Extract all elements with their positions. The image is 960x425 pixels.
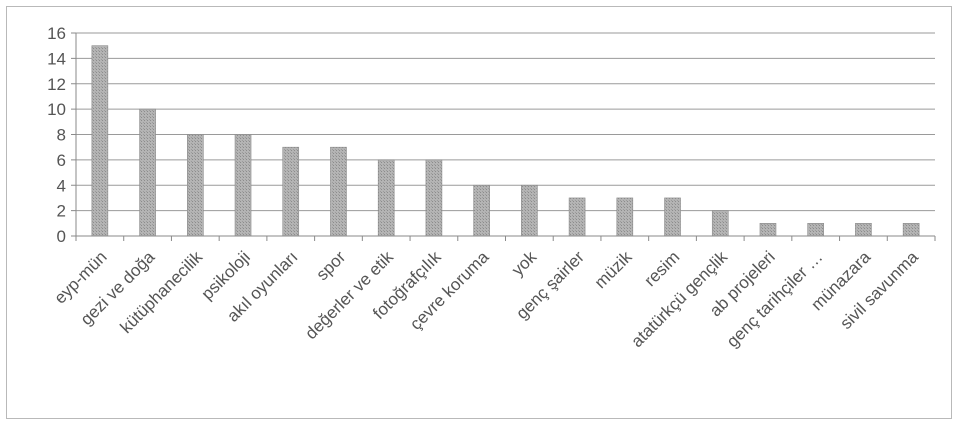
x-category-label: yok: [508, 247, 540, 279]
bar: [807, 223, 824, 237]
bar: [330, 146, 347, 237]
bar: [234, 134, 252, 237]
x-category-label: müzik: [591, 247, 636, 292]
bar: [664, 197, 681, 237]
y-tick-label: 16: [47, 24, 66, 43]
y-tick-label: 10: [47, 100, 66, 119]
bar: [91, 45, 109, 237]
bar: [282, 146, 300, 237]
y-tick-label: 8: [57, 126, 66, 145]
bar: [711, 210, 729, 237]
y-tick-label: 4: [57, 176, 66, 195]
bar: [521, 184, 538, 237]
bar: [139, 108, 156, 237]
bar: [377, 159, 395, 237]
bar: [425, 159, 443, 237]
bar: [616, 197, 634, 237]
y-tick-label: 12: [47, 75, 66, 94]
y-tick-label: 2: [57, 202, 66, 221]
y-axis-tick-labels: 0 2 4 6 8 10 12 14 16: [47, 24, 66, 246]
bar: [187, 134, 204, 237]
bar: [902, 223, 920, 237]
bar: [568, 197, 586, 237]
x-category-label: resim: [641, 247, 684, 290]
axes: [71, 32, 936, 241]
y-tick-label: 6: [57, 151, 66, 170]
y-tick-label: 14: [47, 49, 66, 68]
bar: [759, 223, 777, 237]
y-tick-label: 0: [57, 227, 66, 246]
bars: [91, 45, 920, 237]
x-category-label: kütüphanecilik: [117, 247, 207, 337]
x-category-label: spor: [312, 247, 349, 284]
bar: [473, 184, 490, 237]
bar: [855, 223, 872, 237]
gridlines: [76, 32, 935, 212]
